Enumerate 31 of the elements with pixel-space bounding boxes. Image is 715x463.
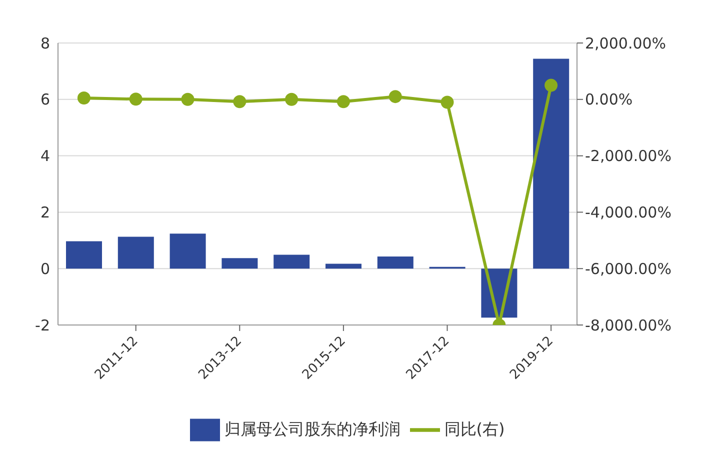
bar: [170, 234, 206, 269]
y2-tick-label: -8,000.00%: [585, 316, 672, 334]
bar: [66, 241, 102, 269]
point: [388, 90, 402, 104]
point: [544, 78, 558, 92]
y-tick-label: 4: [40, 147, 50, 166]
y-tick-label: 6: [40, 90, 50, 109]
y2-tick-label: 0.00%: [585, 90, 633, 109]
y2-tick-label: -2,000.00%: [585, 147, 672, 166]
y-tick-label: 8: [40, 34, 50, 52]
y2-tick-label: 2,000.00%: [585, 34, 666, 52]
point: [129, 92, 142, 106]
y2-tick-label: -4,000.00%: [585, 204, 672, 222]
y-tick-label: 2: [40, 204, 50, 222]
bar: [118, 236, 154, 269]
bar: [326, 264, 362, 269]
y-tick-label: 0: [40, 260, 50, 278]
point: [181, 92, 194, 106]
y2-tick-label: -6,000.00%: [585, 260, 672, 278]
point: [440, 96, 454, 109]
point: [77, 91, 90, 104]
point: [285, 92, 298, 106]
bar: [533, 58, 570, 269]
bar: [377, 256, 414, 269]
legend-label: 同比(右): [444, 419, 505, 438]
bar: [274, 254, 310, 269]
legend-label: 归属母公司股东的净利润: [224, 419, 400, 438]
y-tick-label: -2: [35, 316, 50, 334]
bar: [222, 258, 258, 269]
point: [233, 95, 246, 108]
point: [336, 95, 350, 108]
